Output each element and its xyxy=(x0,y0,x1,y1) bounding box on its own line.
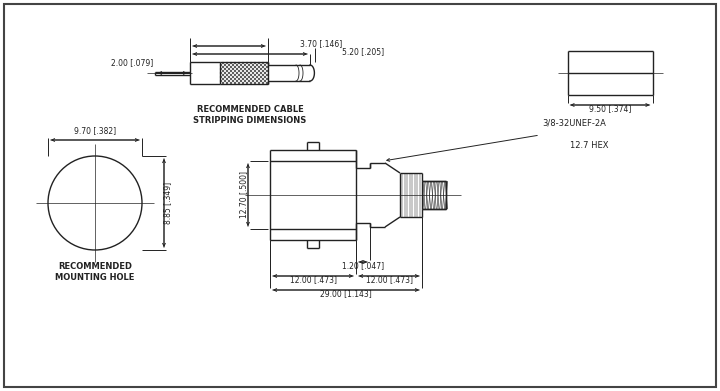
Text: 5.20 [.205]: 5.20 [.205] xyxy=(342,47,384,57)
Text: 3.70 [.146]: 3.70 [.146] xyxy=(300,39,342,48)
Text: 12.00 [.473]: 12.00 [.473] xyxy=(289,276,336,285)
Text: RECOMMENDED
MOUNTING HOLE: RECOMMENDED MOUNTING HOLE xyxy=(55,262,135,282)
Text: 1.20 [.047]: 1.20 [.047] xyxy=(342,262,384,271)
Text: 8.85 [.349]: 8.85 [.349] xyxy=(163,182,173,224)
Text: RECOMMENDED CABLE
STRIPPING DIMENSIONS: RECOMMENDED CABLE STRIPPING DIMENSIONS xyxy=(194,105,307,125)
Ellipse shape xyxy=(48,156,142,250)
Text: 3/8-32UNEF-2A: 3/8-32UNEF-2A xyxy=(542,118,606,127)
Text: 12.00 [.473]: 12.00 [.473] xyxy=(366,276,413,285)
Text: 9.70 [.382]: 9.70 [.382] xyxy=(74,126,116,135)
Text: 2.00 [.079]: 2.00 [.079] xyxy=(111,59,153,68)
Text: 12.7 HEX: 12.7 HEX xyxy=(570,141,608,150)
Text: 12.70 [.500]: 12.70 [.500] xyxy=(240,172,248,219)
Text: 9.50 [.374]: 9.50 [.374] xyxy=(589,104,631,113)
Text: 29.00 [1.143]: 29.00 [1.143] xyxy=(320,289,372,298)
